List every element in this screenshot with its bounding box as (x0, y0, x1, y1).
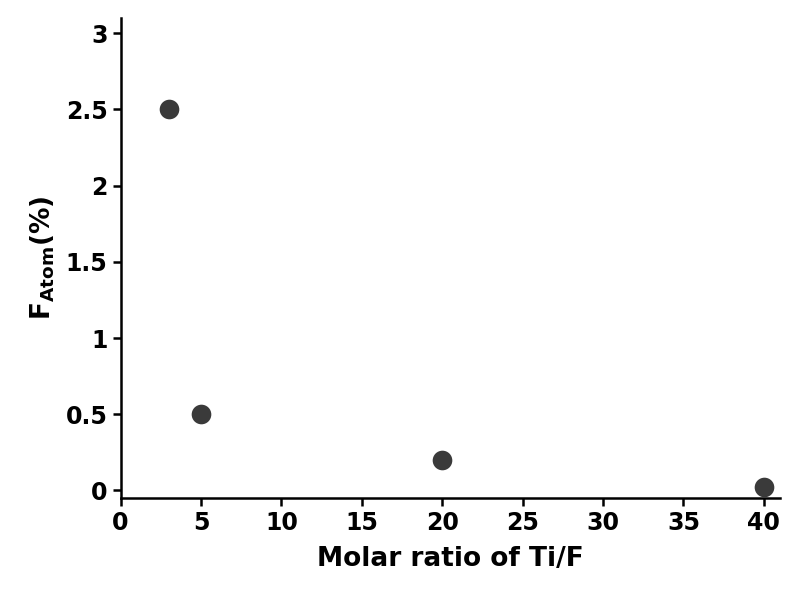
Y-axis label: $\mathbf{F_{Atom}}$$\mathbf{(\%)}$: $\mathbf{F_{Atom}}$$\mathbf{(\%)}$ (29, 196, 57, 320)
Point (435, 455, 448, 465)
Point (756, 483, 769, 492)
Point (162, 104, 175, 114)
X-axis label: Molar ratio of Ti/F: Molar ratio of Ti/F (316, 546, 583, 572)
Point (194, 410, 207, 419)
